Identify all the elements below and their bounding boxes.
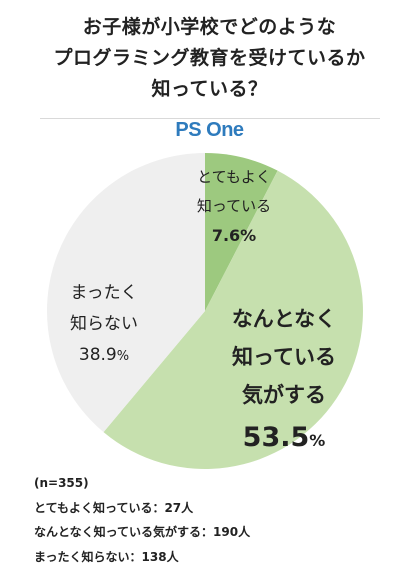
pie-slice-somewhat-know — [103, 170, 363, 469]
slice-label-line: 知っている — [232, 345, 336, 369]
slice-percent-number: 38.9 — [78, 345, 117, 365]
slice-label-line: とてもよく — [197, 168, 271, 186]
chart-title-line-3: 知っている？ — [151, 78, 268, 100]
chart-title: お子様が小学校でどのような プログラミング教育を受けているか 知っている？ — [0, 12, 419, 105]
slice-label-line: まったく — [70, 283, 138, 303]
slice-percent-unit: % — [116, 349, 130, 364]
count-note: まったく知らない：138人 — [34, 549, 179, 564]
slice-percent-unit: % — [309, 431, 326, 450]
respondent-notes: (n=355) とてもよく知っている：27人 なんとなく知っている気がする：19… — [34, 471, 250, 569]
slice-label-line: 知らない — [70, 314, 138, 334]
slice-percent: 7.6% — [211, 226, 257, 245]
count-note: とてもよく知っている：27人 — [34, 500, 194, 515]
slice-label-line: なんとなく — [231, 307, 337, 331]
slice-label-somewhat-know: なんとなく 知っている 気がする 53.5% — [204, 300, 364, 459]
slice-label-do-not-know: まったく 知らない 38.9% — [52, 278, 156, 372]
slice-percent-number: 53.5 — [242, 422, 310, 453]
slice-label-line: 知っている — [196, 197, 272, 215]
slice-label-very-well-know: とてもよく 知っている 7.6% — [182, 163, 286, 250]
brand-logo: PS One — [175, 119, 244, 141]
count-note: なんとなく知っている気がする：190人 — [34, 525, 251, 539]
chart-title-line-2: プログラミング教育を受けているか — [53, 47, 366, 69]
sample-size-note: (n=355) — [34, 476, 89, 490]
title-divider — [40, 118, 380, 119]
slice-percent: 38.9% — [52, 340, 156, 372]
pie-slice-do-not-know — [46, 152, 206, 433]
slice-percent: 53.5% — [204, 420, 364, 459]
slice-label-line: 気がする — [242, 383, 326, 407]
chart-title-line-1: お子様が小学校でどのような — [82, 16, 337, 38]
pie-slice-very-well-know — [205, 153, 278, 311]
